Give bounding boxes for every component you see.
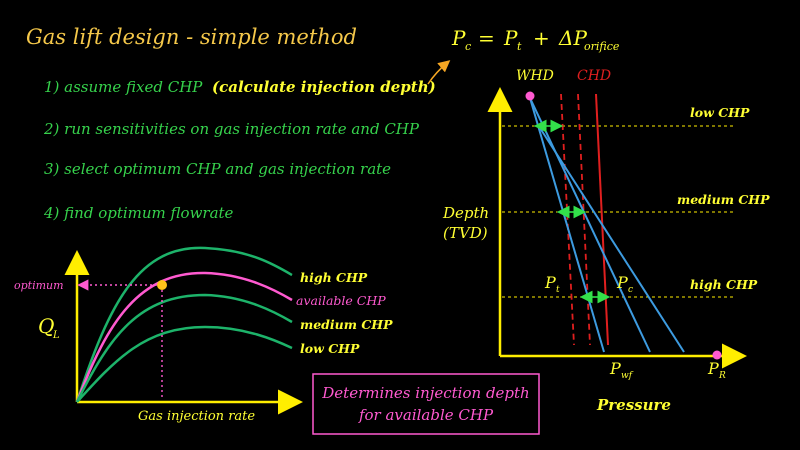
pointer-arrow xyxy=(427,60,451,85)
pt-red-dashed-1 xyxy=(560,93,575,346)
step-4: 4) find optimum flowrate xyxy=(43,204,234,222)
tubing-gradient-1 xyxy=(529,97,605,353)
label-high-chp: high CHP xyxy=(300,270,368,285)
label-pt: P xyxy=(544,273,556,292)
tubing-gradient-3 xyxy=(539,127,685,353)
label-pr-sub: R xyxy=(718,371,726,381)
eq-pc-sub: c xyxy=(465,40,471,53)
optimum-label: optimum xyxy=(14,279,64,292)
label-pr: P xyxy=(707,359,719,378)
label-chp: CHD xyxy=(577,68,611,84)
label-level-low: low CHP xyxy=(690,105,750,120)
label-pwf-sub: wf xyxy=(621,371,634,381)
curve-medium-chp xyxy=(75,293,293,403)
step-1-extra: (calculate injection depth) xyxy=(212,78,436,96)
label-low-chp: low CHP xyxy=(300,341,360,356)
label-medium-chp: medium CHP xyxy=(300,317,393,332)
step-2: 2) run sensitivities on gas injection ra… xyxy=(43,120,420,138)
left-ylabel: Q xyxy=(38,314,54,338)
label-whp: WHD xyxy=(516,68,554,84)
tubing-gradient-2 xyxy=(529,97,651,353)
left-xlabel: Gas injection rate xyxy=(138,409,255,424)
left-ylabel-sub: L xyxy=(52,330,60,341)
pt-red-dashed-2 xyxy=(577,93,591,346)
whp-point xyxy=(525,91,535,101)
label-available-chp: available CHP xyxy=(296,293,386,308)
label-level-medium: medium CHP xyxy=(677,192,770,207)
equation: P c = P t + ΔP orifice xyxy=(451,26,620,53)
label-pc-sub: c xyxy=(628,285,633,295)
callout-box: Determines injection depth for available… xyxy=(312,373,540,435)
left-chart: optimum Q L Gas injection rate high CHP … xyxy=(14,246,393,424)
label-pwf: P xyxy=(609,359,621,378)
right-ylabel-1: Depth xyxy=(442,204,489,222)
eq-equals: = xyxy=(478,26,495,50)
label-pt-sub: t xyxy=(556,285,560,295)
label-pc: P xyxy=(616,273,628,292)
optimum-point xyxy=(157,280,167,290)
eq-pt-sub: t xyxy=(517,40,522,53)
label-level-high: high CHP xyxy=(690,277,758,292)
curve-available-chp xyxy=(75,271,293,403)
curve-high-chp xyxy=(75,246,293,403)
eq-dp: ΔP xyxy=(558,26,587,50)
eq-pc: P xyxy=(451,26,466,50)
slide-title: Gas lift design - simple method xyxy=(26,25,357,49)
right-chart: WHD CHD Depth (TVD) Pressure low CHP med… xyxy=(442,68,770,414)
steps-list: 1) assume fixed CHP (calculate injection… xyxy=(43,78,436,222)
right-xlabel: Pressure xyxy=(596,396,671,414)
step-1: 1) assume fixed CHP xyxy=(44,78,203,96)
step-3: 3) select optimum CHP and gas injection … xyxy=(44,160,391,178)
eq-pt: P xyxy=(503,26,518,50)
eq-plus: + xyxy=(533,26,550,50)
right-ylabel-2: (TVD) xyxy=(443,224,488,242)
callout-line-1: Determines injection depth xyxy=(321,384,529,402)
eq-dp-sub: orifice xyxy=(584,40,620,53)
curve-low-chp xyxy=(76,325,293,403)
callout-line-2: for available CHP xyxy=(358,406,494,424)
pr-point xyxy=(712,350,722,360)
